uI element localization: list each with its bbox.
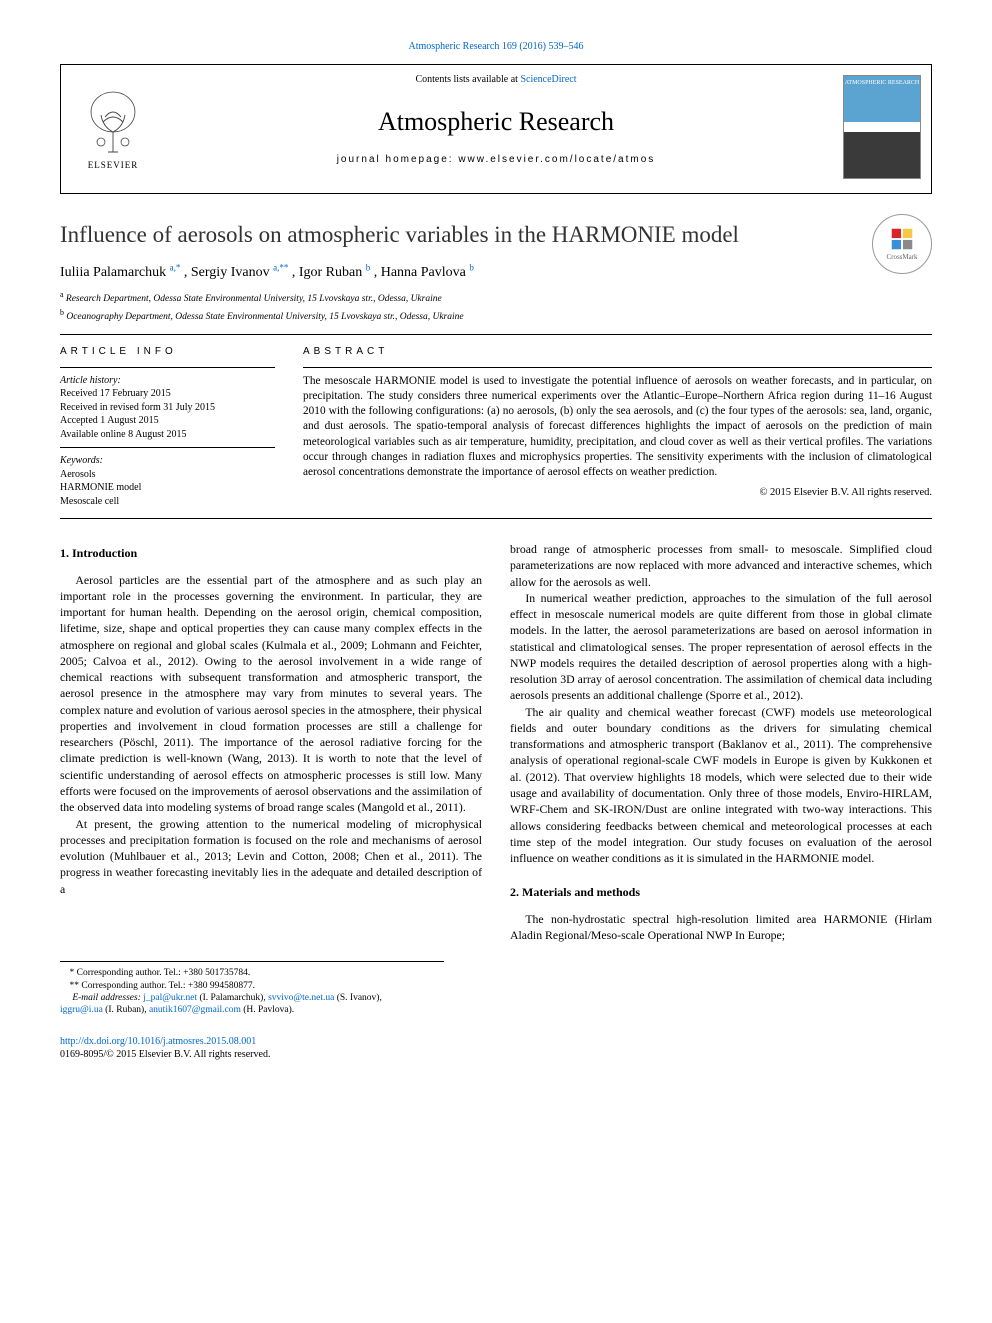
journal-name: Atmospheric Research <box>61 104 931 139</box>
affiliations: a Research Department, Odessa State Envi… <box>60 289 932 324</box>
author[interactable]: Iuliia Palamarchuk a,* <box>60 265 180 280</box>
body-paragraph: broad range of atmospheric processes fro… <box>510 541 932 590</box>
cover-title: ATMOSPHERIC RESEARCH <box>844 76 920 87</box>
affiliation: b Oceanography Department, Odessa State … <box>60 307 932 324</box>
article-info-heading: ARTICLE INFO <box>60 345 275 359</box>
crossmark-icon <box>888 225 916 253</box>
article-title: Influence of aerosols on atmospheric var… <box>60 219 932 250</box>
author[interactable]: , Sergiy Ivanov a,** <box>184 265 288 280</box>
author[interactable]: , Igor Ruban b <box>292 265 370 280</box>
corresponding-note: ** Corresponding author. Tel.: +380 9945… <box>60 980 444 992</box>
doi-link[interactable]: http://dx.doi.org/10.1016/j.atmosres.201… <box>60 1035 932 1049</box>
journal-homepage: journal homepage: www.elsevier.com/locat… <box>61 153 931 167</box>
history-line: Accepted 1 August 2015 <box>60 414 275 428</box>
email-addresses: E-mail addresses: j_pal@ukr.net (I. Pala… <box>60 992 444 1017</box>
footnotes: * Corresponding author. Tel.: +380 50173… <box>60 961 444 1016</box>
article-info: ARTICLE INFO Article history: Received 1… <box>60 335 275 518</box>
keyword: Mesoscale cell <box>60 495 275 509</box>
section-heading-methods: 2. Materials and methods <box>510 884 932 901</box>
body-paragraph: In numerical weather prediction, approac… <box>510 590 932 704</box>
contents-list-line: Contents lists available at ScienceDirec… <box>61 73 931 87</box>
keyword: HARMONIE model <box>60 481 275 495</box>
keyword: Aerosols <box>60 468 275 482</box>
author-list: Iuliia Palamarchuk a,* , Sergiy Ivanov a… <box>60 262 932 284</box>
contents-prefix: Contents lists available at <box>415 74 520 85</box>
section-heading-intro: 1. Introduction <box>60 545 482 562</box>
abstract: ABSTRACT The mesoscale HARMONIE model is… <box>303 335 932 518</box>
body-paragraph: The air quality and chemical weather for… <box>510 704 932 867</box>
journal-cover-thumbnail: ATMOSPHERIC RESEARCH <box>843 75 921 179</box>
author[interactable]: , Hanna Pavlova b <box>374 265 474 280</box>
journal-header: ELSEVIER Contents lists available at Sci… <box>60 64 932 194</box>
affiliation: a Research Department, Odessa State Envi… <box>60 289 932 306</box>
history-label: Article history: <box>60 374 275 388</box>
corresponding-note: * Corresponding author. Tel.: +380 50173… <box>60 967 444 979</box>
email-link[interactable]: iggru@i.ua <box>60 1005 103 1015</box>
homepage-url[interactable]: www.elsevier.com/locate/atmos <box>458 154 655 165</box>
issn-copyright: 0169-8095/© 2015 Elsevier B.V. All right… <box>60 1048 932 1062</box>
top-citation: Atmospheric Research 169 (2016) 539–546 <box>60 40 932 54</box>
abstract-heading: ABSTRACT <box>303 345 932 359</box>
crossmark-label: CrossMark <box>886 253 917 262</box>
page-footer: http://dx.doi.org/10.1016/j.atmosres.201… <box>60 1035 932 1062</box>
crossmark-badge[interactable]: CrossMark <box>872 214 932 274</box>
body-paragraph: Aerosol particles are the essential part… <box>60 572 482 816</box>
history-line: Received in revised form 31 July 2015 <box>60 401 275 415</box>
history-line: Received 17 February 2015 <box>60 387 275 401</box>
sciencedirect-link[interactable]: ScienceDirect <box>520 74 576 85</box>
email-link[interactable]: j_pal@ukr.net <box>143 993 197 1003</box>
history-line: Available online 8 August 2015 <box>60 428 275 442</box>
keywords-label: Keywords: <box>60 454 275 468</box>
abstract-copyright: © 2015 Elsevier B.V. All rights reserved… <box>303 486 932 500</box>
abstract-text: The mesoscale HARMONIE model is used to … <box>303 374 932 481</box>
email-link[interactable]: svvivo@te.net.ua <box>268 993 334 1003</box>
body-paragraph: At present, the growing attention to the… <box>60 816 482 897</box>
email-link[interactable]: anutik1607@gmail.com <box>149 1005 241 1015</box>
homepage-prefix: journal homepage: <box>337 154 459 165</box>
article-body: 1. Introduction Aerosol particles are th… <box>60 541 932 943</box>
body-paragraph: The non-hydrostatic spectral high-resolu… <box>510 911 932 944</box>
email-label: E-mail addresses: <box>72 993 143 1003</box>
